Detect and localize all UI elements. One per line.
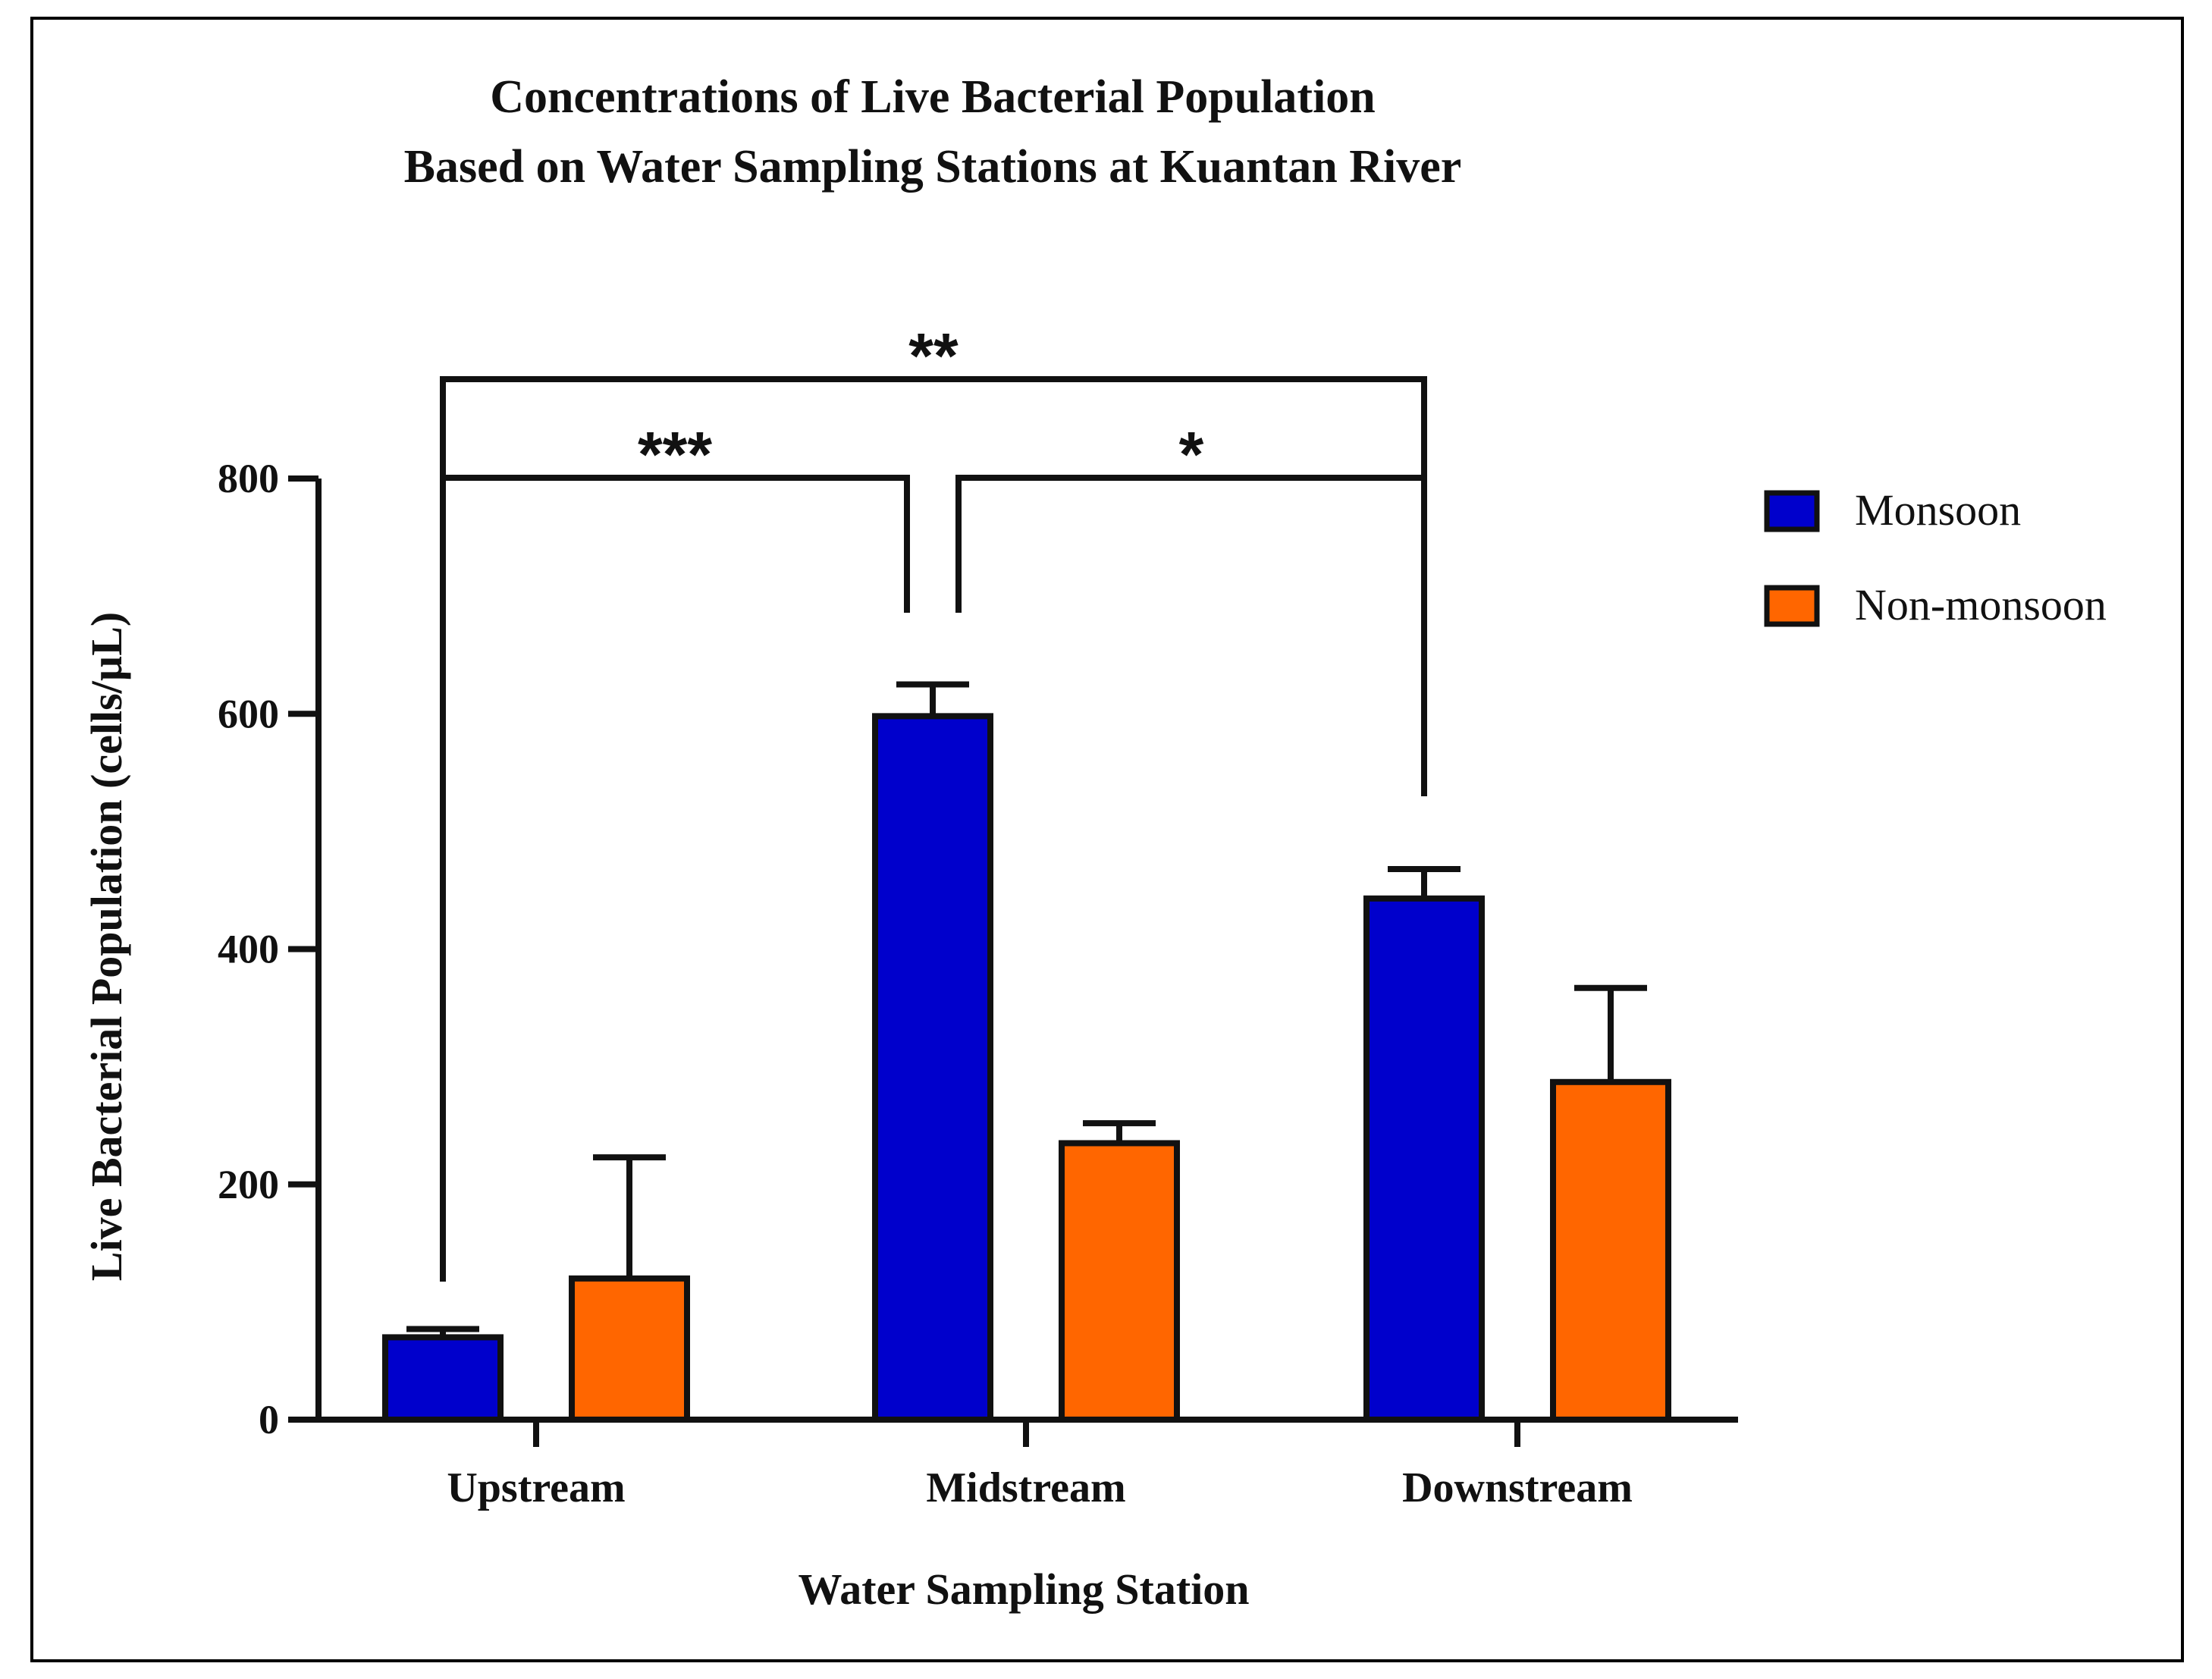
significance-label-2: *: [1179, 419, 1204, 490]
x-tick-label-2: Downstream: [1402, 1464, 1633, 1511]
bar-0-0: [382, 1334, 504, 1423]
y-axis-title: Live Bacterial Population (cells/µL): [82, 612, 131, 1281]
bar-1-2: [1550, 1078, 1671, 1423]
bars-layer: [382, 681, 1671, 1423]
x-tick-label-0: Upstream: [447, 1464, 625, 1511]
bar-0-1: [872, 713, 993, 1423]
significance-label-1: ***: [638, 419, 712, 490]
y-tick-label-0: 0: [259, 1397, 279, 1442]
axes-layer: 0 200 400 600 800 Upstream Midstream Downstream: [218, 456, 1738, 1511]
legend: Monsoon Non-monsoon: [1764, 485, 2107, 629]
legend-label-0: Monsoon: [1855, 485, 2021, 535]
significance-brackets: ***** *: [440, 320, 1427, 1282]
significance-bracket-1: [440, 475, 910, 1282]
x-tick-label-1: Midstream: [926, 1464, 1125, 1511]
y-tick-label-2: 400: [218, 927, 279, 972]
bar-1-0: [569, 1275, 690, 1423]
legend-label-1: Non-monsoon: [1855, 580, 2107, 629]
bar-0-2: [1363, 895, 1485, 1423]
bar-1-1: [1059, 1140, 1180, 1423]
legend-swatch-1: [1764, 585, 1820, 627]
chart-title-line-2: Based on Water Sampling Stations at Kuan…: [404, 141, 1462, 193]
legend-swatch-0: [1764, 490, 1820, 532]
significance-label-0: **: [908, 320, 959, 391]
x-axis-title: Water Sampling Station: [798, 1564, 1249, 1614]
chart-title-line-1: Concentrations of Live Bacterial Populat…: [490, 71, 1376, 123]
significance-bracket-2: [955, 475, 1427, 796]
y-tick-label-1: 200: [218, 1162, 279, 1207]
y-tick-label-4: 800: [218, 456, 279, 501]
y-tick-label-3: 600: [218, 691, 279, 736]
